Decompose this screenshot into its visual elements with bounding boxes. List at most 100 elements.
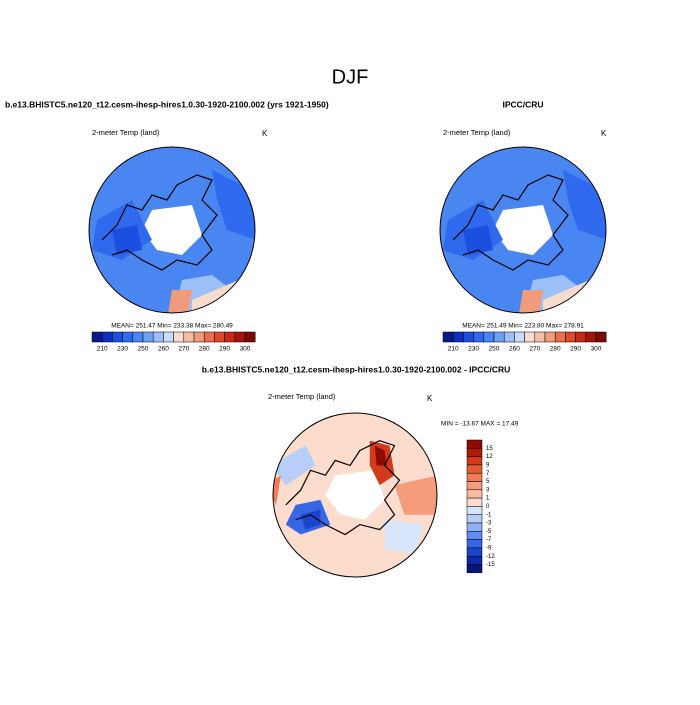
colorbar-label: 260	[509, 346, 520, 353]
variable-label: 2-meter Temp (land)	[443, 128, 511, 137]
map-region	[394, 475, 437, 515]
map-outline	[272, 412, 438, 578]
colorbar-label: 210	[448, 346, 459, 353]
colorbar-box	[466, 448, 483, 457]
map-field	[89, 147, 255, 313]
panel-title: b.e13.BHISTC5.ne120_t12.cesm-ihesp-hires…	[202, 364, 511, 374]
map-region	[142, 205, 202, 255]
colorbar-label: 3	[486, 487, 490, 493]
colorbar-box	[575, 331, 587, 343]
colorbar-label: -12	[486, 554, 495, 560]
colorbar-box	[142, 331, 154, 343]
colorbar-box	[452, 331, 464, 343]
colorbar-box	[466, 481, 483, 491]
colorbar-box	[483, 331, 495, 343]
colorbar-box	[466, 456, 483, 466]
colorbar-label: 290	[219, 346, 230, 353]
colorbar-label: -3	[486, 521, 492, 527]
stats-label: MIN = -13.67 MAX = 17.49	[441, 421, 519, 428]
colorbar-box	[466, 555, 483, 565]
colorbar-label: 300	[591, 346, 602, 353]
colorbar-label: 230	[468, 346, 479, 353]
colorbar-label: 7	[486, 471, 490, 477]
colorbar-box	[466, 539, 483, 549]
colorbar-label: 9	[486, 462, 490, 468]
variable-label: 2-meter Temp (land)	[268, 392, 336, 401]
colorbar-box	[466, 472, 483, 482]
colorbar-box	[565, 331, 576, 343]
panel-title: b.e13.BHISTC5.ne120_t12.cesm-ihesp-hires…	[5, 99, 329, 109]
colorbar-box	[595, 331, 607, 343]
colorbar-box	[91, 331, 103, 343]
colorbar-label: 280	[550, 346, 561, 353]
colorbar-label: 230	[117, 346, 128, 353]
colorbar-box	[244, 331, 256, 343]
colorbar-label: 12	[486, 454, 493, 460]
map-region	[463, 225, 493, 255]
colorbar-box	[585, 331, 597, 343]
units-label: K	[601, 129, 607, 138]
colorbar-box	[466, 531, 483, 540]
colorbar-box	[466, 564, 483, 574]
colorbar-label: 5	[486, 479, 490, 485]
map-region	[112, 225, 142, 255]
colorbar-label: 300	[240, 346, 251, 353]
colorbar-box	[173, 331, 185, 343]
coastline	[285, 440, 401, 536]
colorbar-box	[132, 331, 144, 343]
colorbar-label: -9	[486, 545, 492, 551]
colorbar-label: 1	[486, 496, 490, 502]
colorbar-box	[101, 331, 113, 343]
colorbar-box	[466, 514, 483, 524]
colorbar-label: 15	[486, 446, 493, 452]
colorbar-box	[466, 506, 483, 515]
colorbar-box	[554, 331, 566, 343]
colorbar-box	[183, 331, 195, 343]
colorbar-box	[463, 331, 474, 343]
colorbar-label: 260	[158, 346, 169, 353]
colorbar-box	[163, 331, 174, 343]
colorbar-box	[442, 331, 454, 343]
colorbar-label: -1	[486, 512, 492, 518]
colorbar-label: 280	[199, 346, 210, 353]
colorbar-box	[466, 489, 483, 499]
stats-label: MEAN= 251.49 Min= 223.80 Max= 278.91	[462, 323, 584, 330]
colorbar-box	[514, 331, 525, 343]
colorbar-box	[466, 522, 483, 532]
colorbar-box	[122, 331, 134, 343]
colorbar-box	[524, 331, 536, 343]
map-outline	[439, 146, 607, 314]
colorbar-box	[466, 497, 483, 507]
colorbar-box	[473, 331, 485, 343]
colorbar-box	[112, 331, 123, 343]
colorbar-box	[466, 439, 483, 449]
colorbar-label: -7	[486, 537, 492, 543]
colorbar-label: 250	[138, 346, 149, 353]
variable-label: 2-meter Temp (land)	[92, 128, 160, 137]
colorbar-box	[544, 331, 556, 343]
colorbar-label: 290	[570, 346, 581, 353]
map-outline	[88, 146, 256, 314]
coastline	[452, 174, 569, 271]
colorbar-box	[466, 464, 483, 474]
coastline	[101, 174, 218, 271]
colorbar-box	[224, 331, 236, 343]
colorbar-box	[234, 331, 246, 343]
map-region	[325, 470, 385, 520]
colorbar-label: 0	[486, 504, 490, 510]
colorbar-box	[152, 331, 164, 343]
colorbar-label: -5	[486, 529, 492, 535]
colorbar-label: 250	[489, 346, 500, 353]
figure-title: DJF	[332, 66, 369, 88]
colorbar-label: -15	[486, 562, 495, 568]
colorbar-box	[203, 331, 215, 343]
stats-label: MEAN= 251.47 Min= 233.38 Max= 280.49	[111, 323, 233, 330]
map-region	[273, 445, 316, 486]
colorbar-label: 210	[97, 346, 108, 353]
map-region	[493, 205, 553, 255]
colorbar-label: 270	[529, 346, 540, 353]
colorbar-box	[466, 547, 483, 557]
map-region	[300, 509, 321, 530]
map-region	[374, 445, 387, 466]
